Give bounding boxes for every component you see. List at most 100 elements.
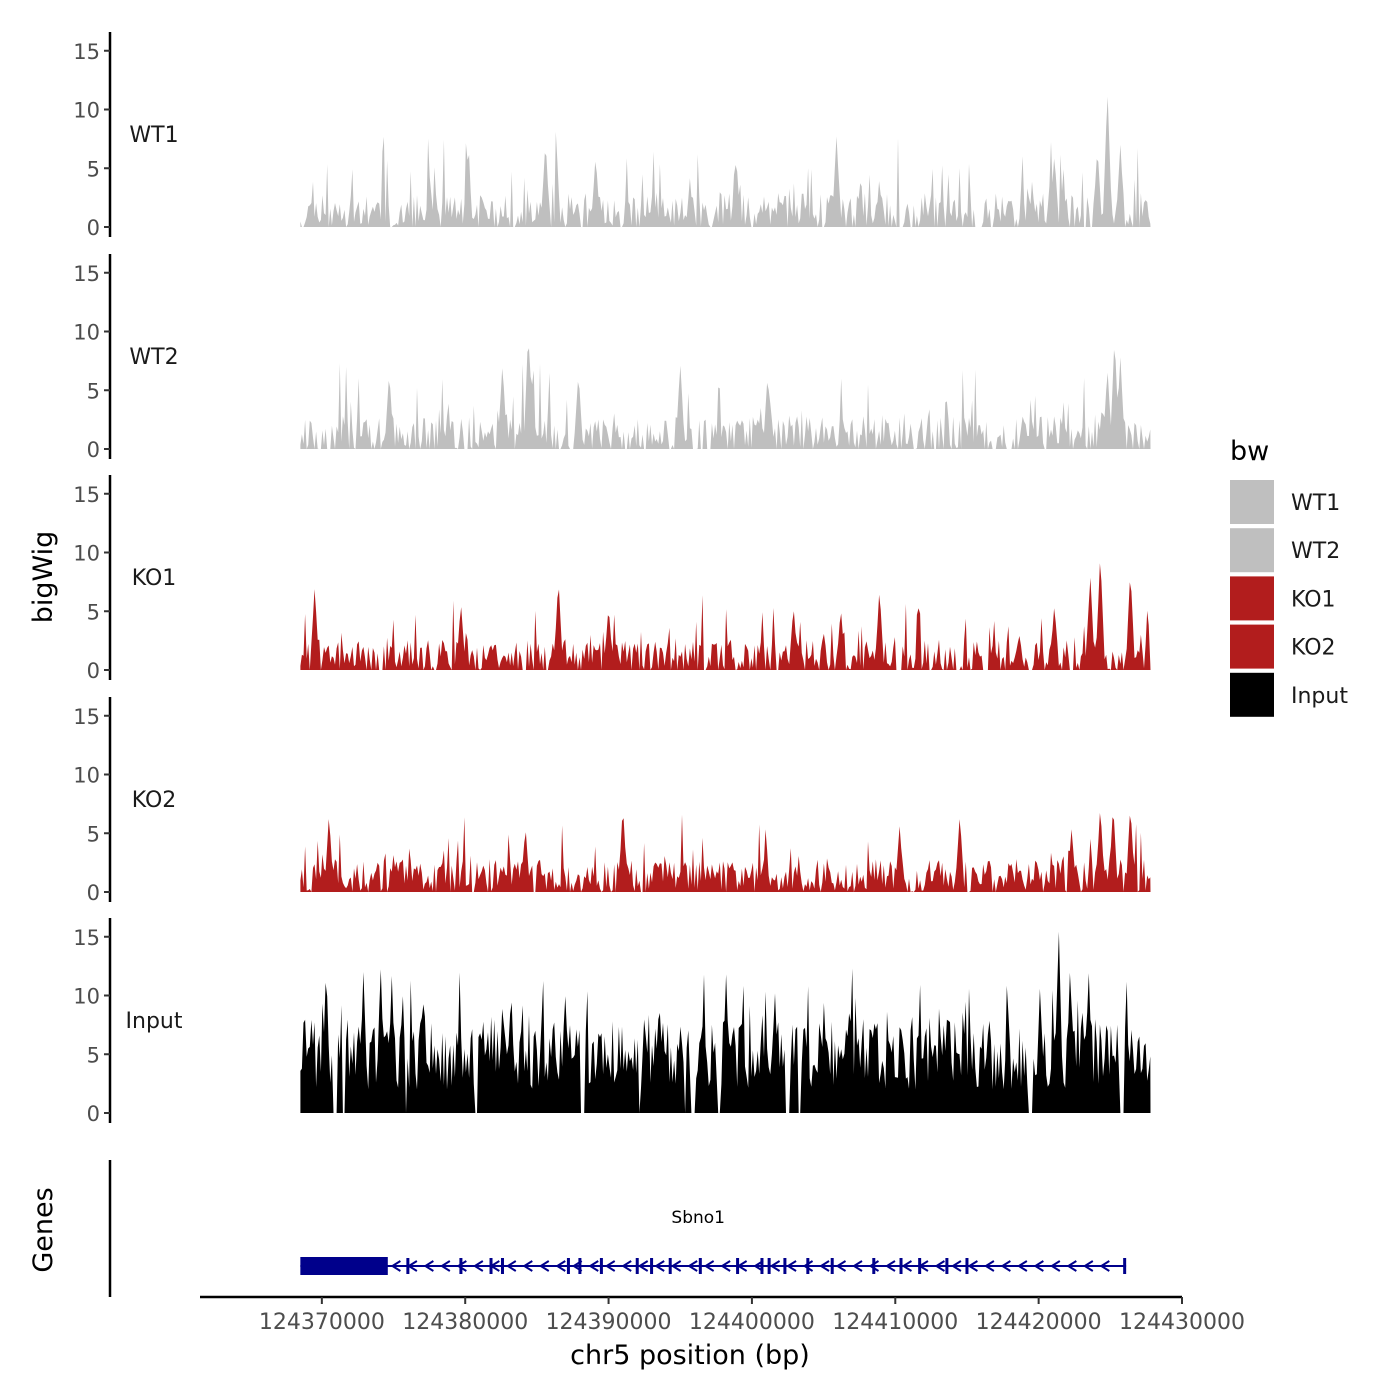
strand-arrow — [1066, 1260, 1077, 1272]
strand-arrow — [1082, 1260, 1094, 1272]
gene-exon — [566, 1258, 570, 1274]
strand-arrow — [951, 1260, 962, 1272]
x-tick-label: 124410000 — [832, 1310, 958, 1335]
y-tick-label: 5 — [87, 157, 100, 181]
strand-arrow — [703, 1260, 715, 1272]
strand-arrow — [538, 1260, 550, 1272]
track-label: WT1 — [129, 123, 178, 148]
coverage-area-wt2 — [300, 348, 1151, 449]
strand-arrow — [604, 1260, 616, 1272]
strand-arrow — [555, 1260, 566, 1272]
legend-key-ko1 — [1230, 576, 1274, 621]
legend-key-wt2 — [1230, 528, 1274, 573]
strand-arrow — [637, 1260, 649, 1272]
strand-arrow — [489, 1260, 500, 1272]
legend-key-input — [1230, 672, 1274, 717]
track-label: KO1 — [132, 566, 177, 591]
gene-exon — [830, 1258, 834, 1274]
track-label: KO2 — [132, 788, 177, 813]
strand-arrow — [571, 1260, 583, 1272]
track-label: Input — [126, 1009, 183, 1034]
y-tick-label: 5 — [87, 600, 100, 624]
legend-title: bw — [1230, 436, 1269, 467]
y-tick-label: 10 — [73, 321, 100, 345]
legend-key-wt1 — [1230, 480, 1274, 524]
x-tick-label: 124420000 — [976, 1310, 1102, 1335]
strand-arrow — [868, 1260, 880, 1272]
legend-key-ko2 — [1230, 624, 1274, 669]
strand-arrow — [687, 1260, 698, 1272]
strand-arrow — [720, 1260, 731, 1272]
gene-exon — [578, 1258, 582, 1274]
y-tick-label: 10 — [73, 542, 100, 566]
coverage-area-ko1 — [300, 563, 1151, 670]
gene-exon — [783, 1258, 787, 1274]
gene-exon — [760, 1258, 764, 1274]
y-tick-label: 10 — [73, 764, 100, 788]
strand-arrow — [984, 1260, 995, 1272]
y-tick-label: 5 — [87, 1043, 100, 1067]
strand-arrow — [621, 1260, 632, 1272]
y-tick-label: 10 — [73, 985, 100, 1009]
gene-exon — [599, 1258, 603, 1274]
gene-exon — [806, 1258, 810, 1274]
y-tick-label: 15 — [73, 926, 100, 950]
track-wt2: 0 5 10 15 WT2 — [73, 254, 1151, 462]
x-axis: 124370000 124380000 124390000 124400000 1244… — [200, 1295, 1245, 1335]
track-label: WT2 — [129, 345, 178, 370]
strand-arrow — [1033, 1260, 1044, 1272]
gene-exon — [650, 1258, 654, 1274]
x-tick-label: 124380000 — [402, 1310, 528, 1335]
legend-label-wt2: WT2 — [1291, 539, 1340, 564]
strand-arrow — [786, 1260, 797, 1272]
gene-exon — [899, 1258, 903, 1274]
strand-arrow — [654, 1260, 665, 1272]
legend-label-input: Input — [1291, 684, 1348, 709]
strand-arrow — [736, 1260, 748, 1272]
bigwig-tracks: 0 5 10 15 WT1 0 5 10 15 WT2 0 5 10 15 KO1 0 5 10 15 KO2 0 5 10… — [73, 32, 1151, 1126]
legend-label-wt1: WT1 — [1291, 491, 1340, 516]
y-tick-label: 0 — [87, 216, 100, 240]
gene-exon — [965, 1258, 969, 1274]
strand-arrow — [456, 1260, 467, 1272]
track-ko2: 0 5 10 15 KO2 — [73, 697, 1151, 905]
strand-arrow — [505, 1260, 517, 1272]
x-tick-label: 124430000 — [1119, 1310, 1245, 1335]
legend: bw WT1 WT2 KO1 KO2 Input — [1230, 436, 1348, 717]
y-tick-label: 5 — [87, 379, 100, 403]
y-tick-label: 15 — [73, 705, 100, 729]
gene-panel: Sbno1 — [108, 1160, 1127, 1297]
strand-arrow — [819, 1260, 830, 1272]
strand-arrow — [406, 1260, 418, 1272]
strand-arrow — [1049, 1260, 1061, 1272]
x-axis-title: chr5 position (bp) — [570, 1340, 810, 1371]
legend-label-ko2: KO2 — [1291, 636, 1336, 661]
y-axis-title: bigWig — [28, 531, 59, 624]
strand-arrow — [967, 1260, 978, 1272]
strand-arrow — [852, 1260, 863, 1272]
coverage-area-wt1 — [300, 96, 1151, 227]
y-tick-label: 0 — [87, 881, 100, 905]
strand-arrow — [1016, 1260, 1028, 1272]
y-tick-label: 10 — [73, 99, 100, 123]
y-tick-label: 15 — [73, 483, 100, 507]
strand-arrow — [1099, 1260, 1110, 1272]
coverage-area-input — [300, 931, 1151, 1113]
gene-exon — [945, 1258, 949, 1274]
y-tick-label: 15 — [73, 262, 100, 286]
strand-arrow — [670, 1260, 682, 1272]
x-tick-label: 124390000 — [546, 1310, 672, 1335]
strand-arrow — [439, 1260, 451, 1272]
gene-exon — [872, 1258, 876, 1274]
y-tick-label: 0 — [87, 1102, 100, 1126]
y-tick-label: 0 — [87, 659, 100, 683]
x-tick-label: 124400000 — [689, 1310, 815, 1335]
coverage-area-ko2 — [300, 813, 1151, 892]
strand-arrow — [522, 1260, 533, 1272]
gene-name-label: Sbno1 — [671, 1208, 725, 1228]
strand-arrow — [423, 1260, 434, 1272]
strand-arrow — [472, 1260, 484, 1272]
strand-arrow — [588, 1260, 599, 1272]
gene-exon — [459, 1258, 463, 1274]
track-input: 0 5 10 15 Input — [73, 918, 1151, 1126]
